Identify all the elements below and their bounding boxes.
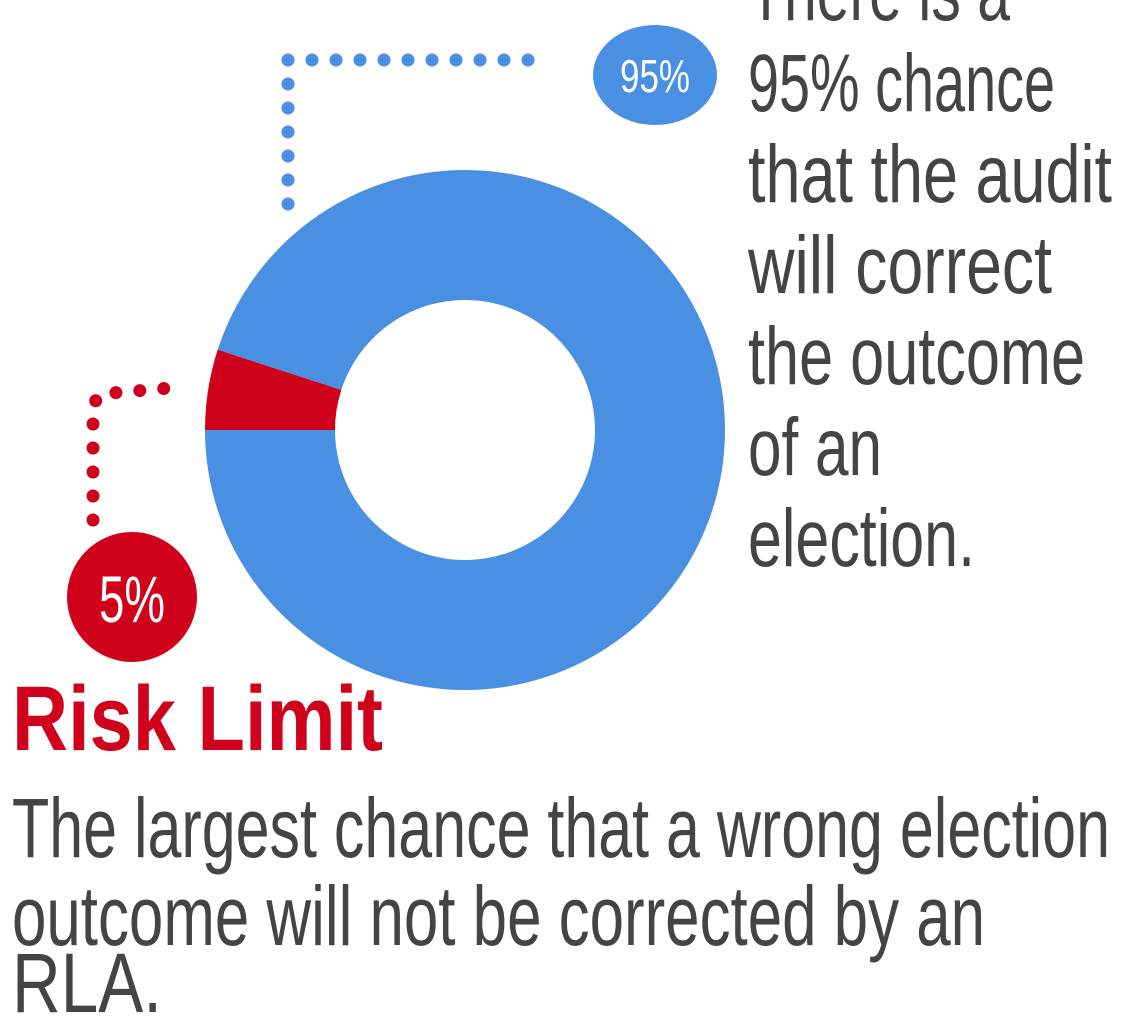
annotation-line: will correct [747, 220, 1052, 311]
annotation-line: of an [748, 402, 882, 493]
value-label: 5% [99, 562, 165, 636]
red-leader [86, 381, 177, 527]
blue-leader [281, 53, 555, 211]
description-line: RLA. [12, 936, 162, 1022]
leaders [86, 53, 555, 527]
donut-slice [205, 349, 342, 430]
value-label: 95% [620, 50, 690, 102]
annotation-line: election. [748, 493, 975, 584]
description-line: The largest chance that a wrong election [12, 781, 1110, 875]
badge [593, 25, 717, 125]
annotation-line: 95% chance [748, 38, 1055, 129]
description-line: outcome will not be corrected by an [12, 869, 985, 963]
badge [67, 532, 197, 662]
donut-slice [205, 170, 725, 690]
title: Risk Limit [12, 668, 383, 770]
annotation-line: the outcome [748, 311, 1085, 402]
annotation-line: that the audit [748, 129, 1112, 220]
annotation-line: There is a [748, 0, 1010, 38]
